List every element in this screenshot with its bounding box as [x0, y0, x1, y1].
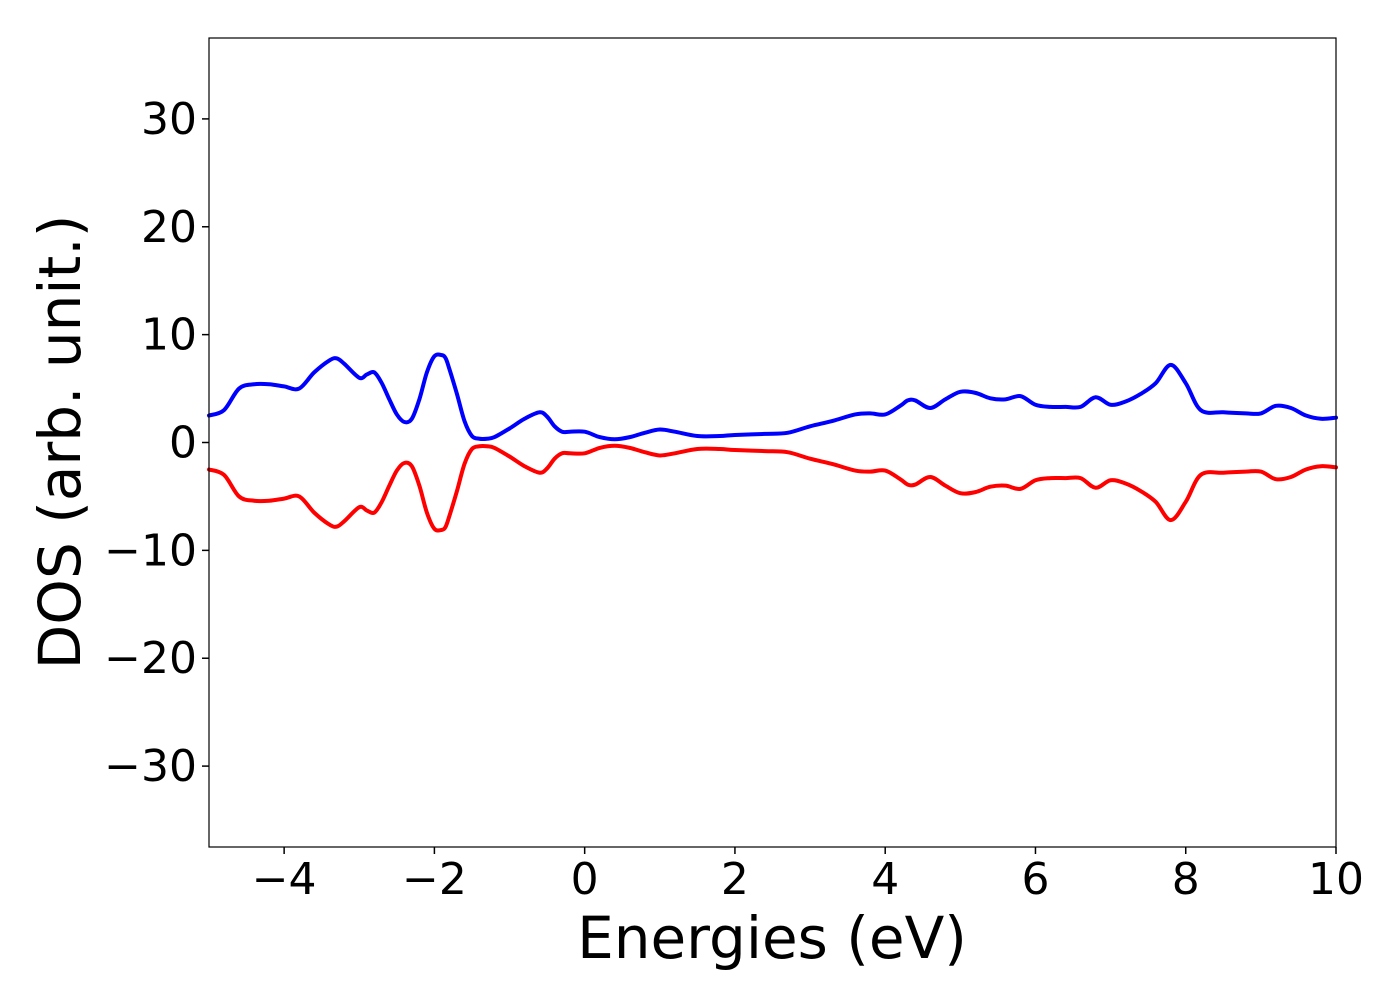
x-tick-label: 4 [871, 854, 899, 905]
series-layer [207, 352, 1338, 533]
x-tick-label: 8 [1172, 854, 1200, 905]
y-axis-label: DOS (arb. unit.) [26, 215, 94, 670]
dos-series-2-line [207, 443, 1338, 533]
x-tick-label: 0 [571, 854, 599, 905]
y-tick-label: 10 [141, 310, 197, 361]
y-tick-label: −30 [104, 741, 197, 792]
x-tick-label: 10 [1308, 854, 1364, 905]
y-tick-label: 0 [169, 418, 197, 469]
x-tick-label: −4 [252, 854, 317, 905]
y-tick-label: −20 [104, 633, 197, 684]
y-axis: −30 −20 −10 0 10 20 30 [104, 94, 209, 792]
x-axis: −4 −2 0 2 4 6 8 10 [252, 847, 1364, 905]
y-tick-label: 20 [141, 202, 197, 253]
x-tick-label: 6 [1021, 854, 1049, 905]
plot-frame [208, 37, 1337, 848]
x-axis-label: Energies (eV) [577, 904, 967, 972]
x-tick-label: 2 [721, 854, 749, 905]
dos-series-1-line [207, 352, 1338, 442]
y-tick-label: −10 [104, 525, 197, 576]
y-tick-label: 30 [141, 94, 197, 145]
x-tick-label: −2 [402, 854, 467, 905]
